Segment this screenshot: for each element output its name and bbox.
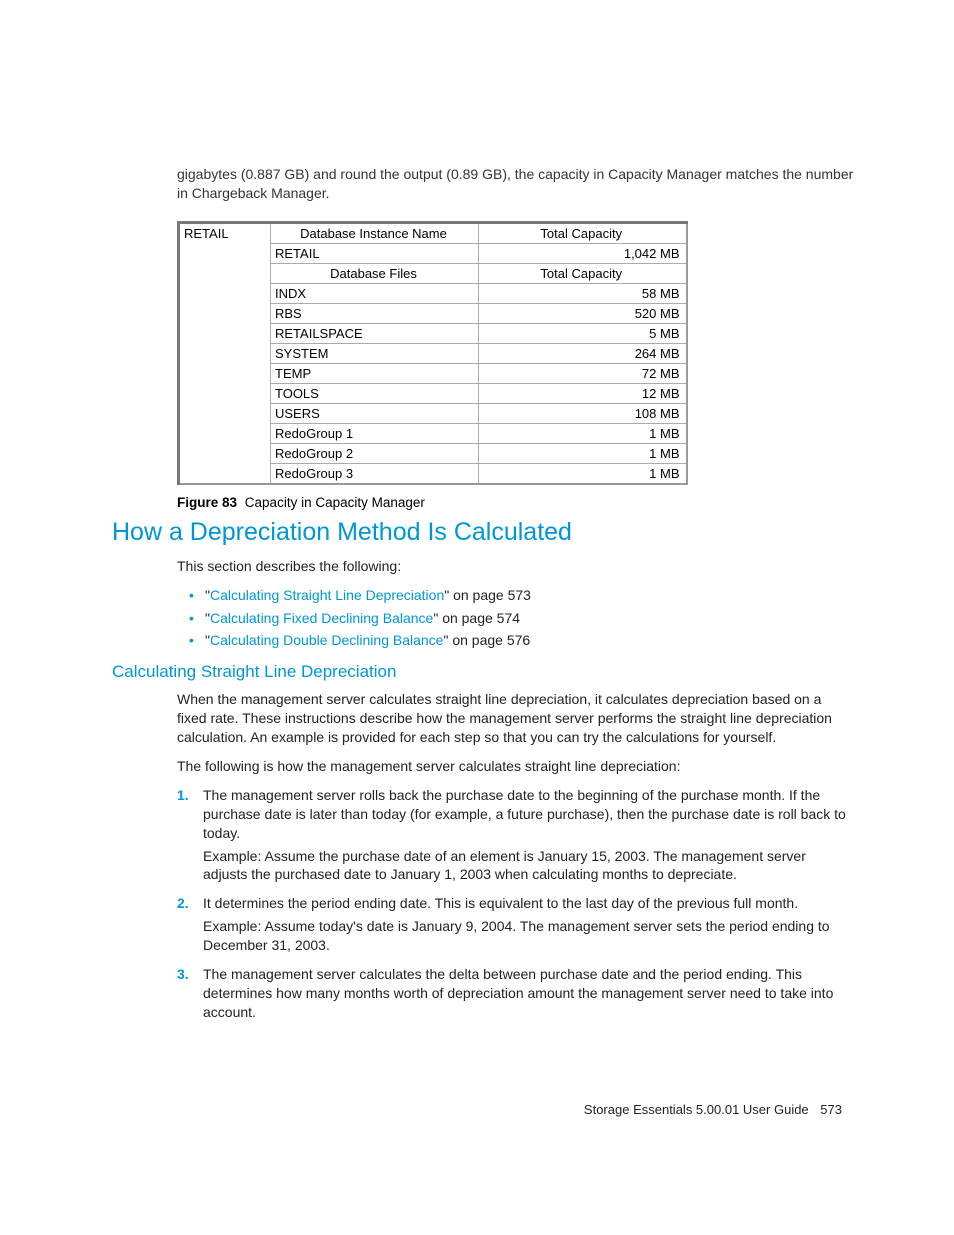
file-name-cell: TEMP xyxy=(271,363,479,383)
step-text: The management server rolls back the pur… xyxy=(203,787,846,841)
section-lead: This section describes the following: xyxy=(177,557,854,576)
list-item: "Calculating Straight Line Depreciation"… xyxy=(205,586,854,605)
step-item: 1. The management server rolls back the … xyxy=(177,786,854,884)
xref-suffix: " on page 576 xyxy=(443,632,530,648)
figure-caption: Figure 83 Capacity in Capacity Manager xyxy=(177,495,854,510)
instance-cap-header: Total Capacity xyxy=(479,222,687,243)
file-cap-cell: 1 MB xyxy=(479,443,687,463)
file-name-cell: TOOLS xyxy=(271,383,479,403)
files-name-header: Database Files xyxy=(271,263,479,283)
xref-link[interactable]: Calculating Double Declining Balance xyxy=(210,632,443,648)
section-heading: How a Depreciation Method Is Calculated xyxy=(112,518,854,547)
step-text: The management server calculates the del… xyxy=(203,966,833,1020)
step-example: Example: Assume today's date is January … xyxy=(203,917,854,955)
step-number: 3. xyxy=(177,965,189,984)
table-sidebar-label: RETAIL xyxy=(179,222,271,484)
xref-list: "Calculating Straight Line Depreciation"… xyxy=(177,586,854,651)
file-cap-cell: 264 MB xyxy=(479,343,687,363)
body-paragraph: When the management server calculates st… xyxy=(177,690,854,747)
subsection-heading: Calculating Straight Line Depreciation xyxy=(112,662,854,682)
file-name-cell: RedoGroup 3 xyxy=(271,463,479,484)
file-cap-cell: 1 MB xyxy=(479,463,687,484)
instance-cap-cell: 1,042 MB xyxy=(479,243,687,263)
file-cap-cell: 5 MB xyxy=(479,323,687,343)
file-name-cell: RedoGroup 1 xyxy=(271,423,479,443)
file-name-cell: RBS xyxy=(271,303,479,323)
intro-paragraph: gigabytes (0.887 GB) and round the outpu… xyxy=(112,165,854,203)
page-number: 573 xyxy=(820,1102,842,1117)
file-cap-cell: 58 MB xyxy=(479,283,687,303)
step-number: 1. xyxy=(177,786,189,805)
xref-link[interactable]: Calculating Straight Line Depreciation xyxy=(210,587,444,603)
doc-title: Storage Essentials 5.00.01 User Guide xyxy=(584,1102,809,1117)
xref-link[interactable]: Calculating Fixed Declining Balance xyxy=(210,610,433,626)
xref-suffix: " on page 573 xyxy=(444,587,531,603)
capacity-table: RETAIL Database Instance Name Total Capa… xyxy=(177,221,688,485)
file-name-cell: USERS xyxy=(271,403,479,423)
file-cap-cell: 1 MB xyxy=(479,423,687,443)
file-cap-cell: 520 MB xyxy=(479,303,687,323)
page-footer: Storage Essentials 5.00.01 User Guide 57… xyxy=(584,1102,842,1117)
step-example: Example: Assume the purchase date of an … xyxy=(203,847,854,885)
step-item: 2. It determines the period ending date.… xyxy=(177,894,854,955)
figure-caption-text: Capacity in Capacity Manager xyxy=(245,495,425,510)
file-cap-cell: 72 MB xyxy=(479,363,687,383)
file-cap-cell: 108 MB xyxy=(479,403,687,423)
files-cap-header: Total Capacity xyxy=(479,263,687,283)
step-text: It determines the period ending date. Th… xyxy=(203,895,798,911)
file-name-cell: INDX xyxy=(271,283,479,303)
list-item: "Calculating Fixed Declining Balance" on… xyxy=(205,609,854,628)
file-name-cell: RedoGroup 2 xyxy=(271,443,479,463)
xref-suffix: " on page 574 xyxy=(433,610,520,626)
file-name-cell: RETAILSPACE xyxy=(271,323,479,343)
figure-label: Figure 83 xyxy=(177,495,237,510)
step-number: 2. xyxy=(177,894,189,913)
file-name-cell: SYSTEM xyxy=(271,343,479,363)
steps-list: 1. The management server rolls back the … xyxy=(177,786,854,1022)
step-item: 3. The management server calculates the … xyxy=(177,965,854,1022)
instance-name-header: Database Instance Name xyxy=(271,222,479,243)
instance-name-cell: RETAIL xyxy=(271,243,479,263)
figure-capacity-table: RETAIL Database Instance Name Total Capa… xyxy=(177,221,854,485)
file-cap-cell: 12 MB xyxy=(479,383,687,403)
body-paragraph: The following is how the management serv… xyxy=(177,757,854,776)
list-item: "Calculating Double Declining Balance" o… xyxy=(205,631,854,650)
